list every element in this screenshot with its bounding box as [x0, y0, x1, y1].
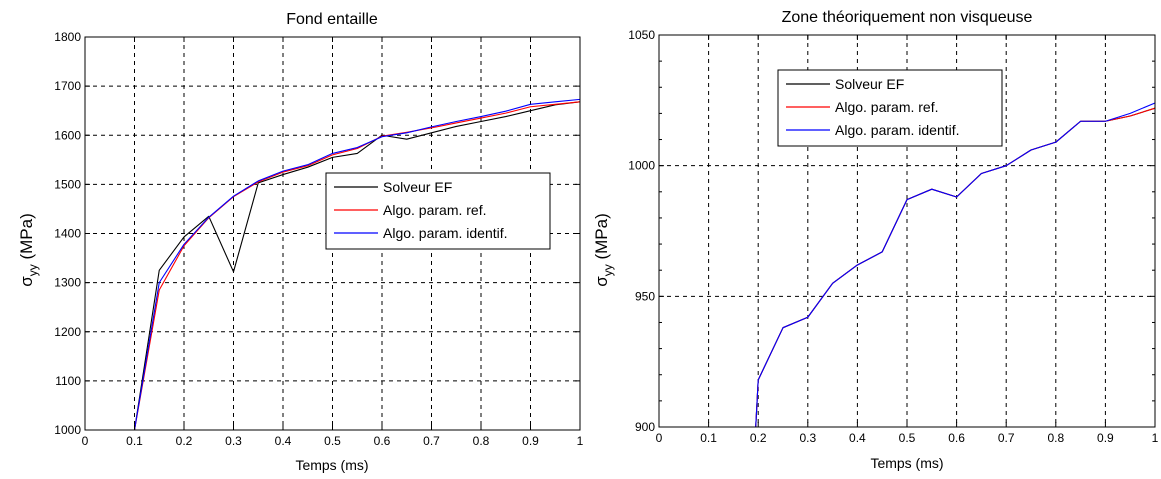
- chart1-y-tick-label: 1700: [54, 79, 81, 93]
- chart2-y-tick-label: 1050: [628, 28, 655, 42]
- chart1-y-tick-label: 1100: [55, 374, 81, 388]
- chart2-y-axis-label-sub: yy: [601, 264, 615, 276]
- chart2: 0 0.1 0.2 0.3 0.4 0.5 0.6 0.7 0.8 0.9 1 900 950 1000 1…: [592, 9, 1159, 471]
- chart2-x-tick-label: 0: [656, 431, 663, 445]
- chart1-legend-label-1: Solveur EF: [383, 179, 452, 195]
- chart1-x-axis-label: Temps (ms): [295, 457, 368, 473]
- chart1-x-tick-label: 0.6: [374, 434, 391, 448]
- chart1-x-tick-label: 0.5: [324, 434, 341, 448]
- chart2-x-tick-label: 0.5: [899, 431, 916, 445]
- chart1-x-tick-label: 0.4: [275, 434, 292, 448]
- chart2-y-axis-label-unit: (MPa): [592, 213, 611, 264]
- chart2-legend-box: [777, 69, 1003, 147]
- chart1-legend: Solveur EF Algo. param. ref. Algo. param. …: [325, 172, 551, 250]
- chart1-y-tick-label: 1400: [54, 227, 81, 241]
- chart1-legend-box: [325, 172, 551, 250]
- chart1-x-tick-label: 1: [577, 434, 584, 448]
- chart1-x-tick-label: 0.1: [126, 434, 143, 448]
- chart2-legend-label-2: Algo. param. ref.: [835, 99, 939, 115]
- chart1-title: Fond entaille: [286, 11, 378, 28]
- chart2-x-tick-label: 0.7: [998, 431, 1015, 445]
- chart2-x-tick-label: 0.8: [1047, 431, 1064, 445]
- chart1-x-tick-label: 0.7: [423, 434, 440, 448]
- chart1-y-axis-label-unit: (MPa): [17, 213, 36, 264]
- chart1-x-tick-label: 0.9: [522, 434, 539, 448]
- chart1-y-tick-label: 1000: [54, 423, 81, 437]
- chart1-series-line-1: [133, 101, 581, 431]
- chart1-x-tick-label: 0.3: [225, 434, 242, 448]
- chart2-y-axis-label: σyy (MPa): [592, 213, 615, 287]
- chart2-series-line-3: [755, 102, 1156, 428]
- chart2-x-tick-label: 0.2: [750, 431, 767, 445]
- chart1-y-tick-label: 1800: [54, 30, 81, 44]
- chart1-series-line-3: [133, 98, 581, 431]
- chart1-y-tick-label: 1300: [54, 276, 81, 290]
- chart2-y-tick-label: 950: [635, 289, 655, 303]
- chart1-x-tick-label: 0.2: [176, 434, 193, 448]
- chart2-x-tick-label: 1: [1152, 431, 1159, 445]
- chart1-legend-label-3: Algo. param. identif.: [383, 225, 508, 241]
- chart2-x-tick-label: 0.6: [948, 431, 965, 445]
- chart1-x-tick-label: 0.8: [473, 434, 490, 448]
- chart2-legend: Solveur EF Algo. param. ref. Algo. param. …: [777, 69, 1003, 147]
- chart1-y-axis-label-main: σ: [17, 276, 36, 287]
- chart2-x-tick-label: 0.3: [799, 431, 816, 445]
- chart2-y-tick-label: 900: [635, 420, 655, 434]
- chart2-x-tick-label: 0.9: [1097, 431, 1114, 445]
- chart2-legend-label-3: Algo. param. identif.: [835, 122, 960, 138]
- chart1: 0 0.1 0.2 0.3 0.4 0.5 0.6 0.7 0.8 0.9 1 1000 1100 120…: [17, 11, 584, 473]
- chart2-x-tick-label: 0.1: [700, 431, 717, 445]
- chart1-y-tick-label: 1600: [54, 128, 81, 142]
- chart2-title: Zone théoriquement non visqueuse: [782, 9, 1033, 26]
- chart2-y-tick-label: 1000: [628, 159, 655, 173]
- chart2-x-tick-label: 0.4: [849, 431, 866, 445]
- chart2-x-axis-label: Temps (ms): [870, 455, 943, 471]
- chart1-y-axis-label: σyy (MPa): [17, 213, 40, 287]
- chart1-legend-label-2: Algo. param. ref.: [383, 202, 487, 218]
- chart1-y-tick-label: 1500: [54, 177, 81, 191]
- chart1-y-tick-label: 1200: [54, 325, 81, 339]
- chart2-y-axis-label-main: σ: [592, 276, 611, 287]
- chart1-x-tick-label: 0: [82, 434, 89, 448]
- chart1-y-axis-label-sub: yy: [26, 264, 40, 276]
- chart2-legend-label-1: Solveur EF: [835, 76, 904, 92]
